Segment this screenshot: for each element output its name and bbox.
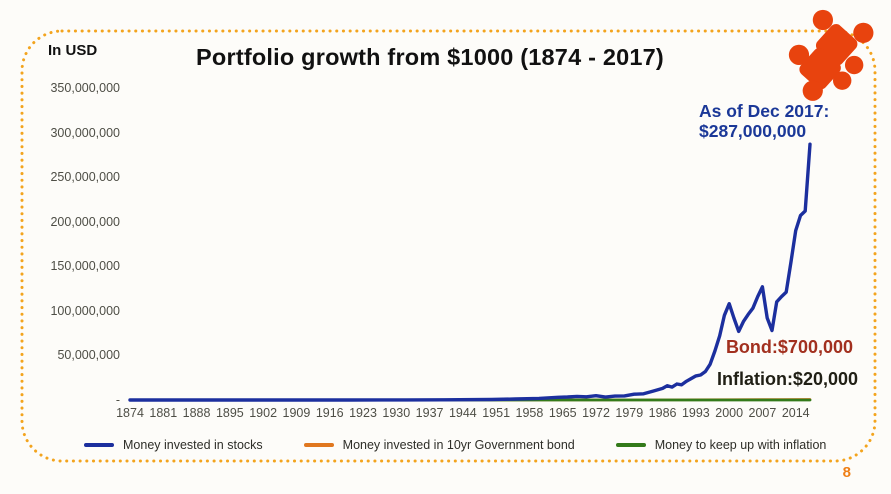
x-tick-label: 1965: [548, 406, 577, 420]
x-tick-label: 2007: [748, 406, 777, 420]
stocks-line: [128, 142, 812, 402]
x-tick-label: 1916: [315, 406, 344, 420]
x-tick-label: 1881: [149, 406, 178, 420]
x-tick-label: 1930: [382, 406, 411, 420]
y-tick-label: 100,000,000: [50, 303, 120, 318]
y-tick-label: 300,000,000: [50, 125, 120, 140]
y-tick-label: 250,000,000: [50, 170, 120, 185]
stocks-annotation-line1: As of Dec 2017:: [699, 101, 830, 121]
x-tick-label: 1986: [648, 406, 677, 420]
stocks-annotation-line2: $287,000,000: [699, 121, 807, 142]
x-tick-label: 2000: [715, 406, 744, 420]
legend-item: Money to keep up with inflation: [615, 438, 827, 452]
puzzle-icon: [788, 9, 874, 101]
x-tick-label: 1937: [415, 406, 444, 420]
chart-title: Portfolio growth from $1000 (1874 - 2017…: [196, 44, 664, 70]
x-tick-label: 1979: [615, 406, 644, 420]
x-tick-label: 2014: [781, 406, 810, 420]
y-tick-label: 50,000,000: [57, 348, 120, 363]
inflation-annotation: Inflation:$20,000: [716, 369, 858, 389]
legend-label: Money invested in stocks: [123, 438, 263, 452]
legend-item: Money invested in stocks: [84, 438, 263, 452]
x-tick-label: 1895: [215, 406, 244, 420]
y-axis-unit-label: In USD: [48, 42, 98, 59]
x-tick-label: 1958: [515, 406, 544, 420]
x-tick-label: 1923: [349, 406, 377, 420]
x-tick-label: 1993: [681, 406, 710, 420]
puzzle-icon-shape: [788, 9, 874, 101]
x-tick-label: 1972: [582, 406, 610, 420]
x-tick-label: 1902: [249, 406, 278, 420]
y-tick-label: 350,000,000: [50, 81, 120, 95]
legend-label: Money invested in 10yr Government bond: [342, 438, 575, 452]
legend-swatch: [84, 443, 114, 447]
legend-item: Money invested in 10yr Government bond: [303, 438, 575, 452]
y-tick-label: -: [115, 393, 120, 407]
y-tick-label: 200,000,000: [50, 214, 120, 229]
legend-label: Money to keep up with inflation: [654, 438, 827, 452]
legend-swatch: [303, 443, 334, 447]
x-tick-label: 1874: [116, 406, 144, 420]
y-axis-ticks: 350,000,000 300,000,000 250,000,000 200,000…: [0, 0, 120, 420]
stocks-annotation: As of Dec 2017: $287,000,000: [699, 101, 869, 142]
chart-legend: Money invested in stocks Money invested i…: [84, 437, 826, 453]
y-tick-label: 150,000,000: [50, 259, 120, 274]
bond-annotation: Bond:$700,000: [725, 337, 853, 357]
x-axis-ticks: 1874 1881 1888 1895 1902 1909 1916 1923 1930 1937…: [0, 406, 891, 422]
dotted-border-rect: [20, 29, 877, 463]
x-tick-label: 1909: [282, 406, 311, 420]
x-tick-label: 1951: [482, 406, 511, 420]
x-tick-label: 1944: [448, 406, 477, 420]
x-tick-label: 1888: [182, 406, 211, 420]
page-number: 8: [842, 464, 851, 481]
legend-swatch: [615, 443, 646, 447]
